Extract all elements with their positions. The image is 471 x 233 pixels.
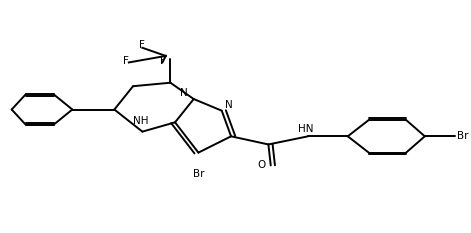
Text: N: N — [179, 88, 187, 98]
Text: F: F — [123, 56, 129, 65]
Text: Br: Br — [457, 131, 469, 141]
Text: NH: NH — [133, 116, 149, 126]
Text: O: O — [257, 161, 266, 170]
Text: Br: Br — [193, 169, 204, 178]
Text: HN: HN — [298, 124, 314, 134]
Text: F: F — [139, 41, 146, 50]
Text: F: F — [161, 56, 166, 65]
Text: N: N — [225, 100, 233, 110]
